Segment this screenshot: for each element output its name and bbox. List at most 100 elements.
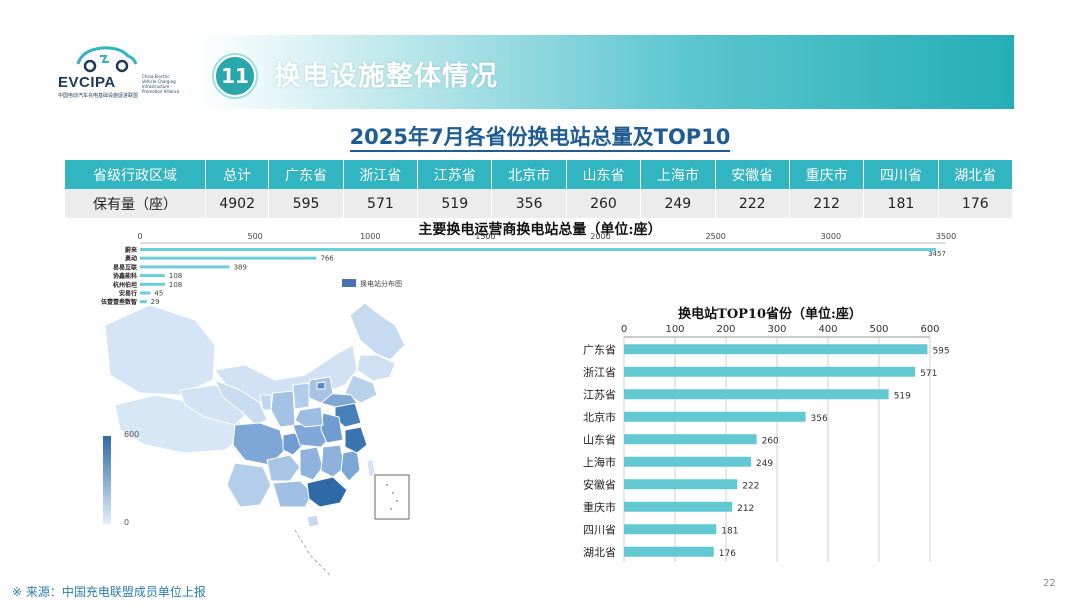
page-title-text: 2025年7月各省份换电站总量及TOP10: [349, 125, 731, 152]
table-header-cell: 四川省: [863, 160, 939, 189]
bar: [624, 524, 717, 535]
section-title: 换电设施整体情况: [274, 61, 498, 92]
data-label: 222: [742, 481, 759, 491]
data-label: 249: [756, 459, 773, 469]
section-banner: [196, 35, 1014, 109]
map-region-fujian: [340, 449, 361, 482]
map-region-gansu: [214, 379, 268, 426]
x-tick-label: 500: [869, 324, 888, 335]
map-region-yunnan: [226, 462, 272, 508]
data-label: 176: [719, 549, 736, 559]
table-cell: 519: [417, 189, 493, 218]
map-scale-bar: [103, 436, 111, 524]
bar: [140, 256, 317, 260]
bar: [624, 501, 733, 512]
x-tick-label: 600: [920, 324, 939, 335]
category-label: 浙江省: [583, 366, 616, 379]
map-region-guangdong: [306, 476, 348, 508]
section-number-badge: 11: [214, 55, 256, 97]
island-dot: [392, 492, 394, 494]
map-region-zhejiang: [344, 426, 368, 454]
category-label: 重庆市: [583, 500, 616, 514]
map-region-jiangxi: [320, 444, 346, 478]
page-number: 22: [1043, 578, 1056, 589]
map-region-henan: [294, 406, 324, 428]
province-summary-table: 省级行政区域 总计 广东省 浙江省 江苏省 北京市 山东省 上海市 安徽省 重庆…: [65, 160, 1014, 218]
x-tick-label: 200: [716, 324, 735, 335]
map-region-anhui: [320, 412, 344, 444]
table-header-cell: 重庆市: [789, 160, 865, 189]
table-cell: 595: [268, 189, 344, 218]
table-header-cell: 江苏省: [417, 160, 493, 189]
map-scale-min: 0: [124, 518, 130, 527]
table-cell: 260: [566, 189, 642, 218]
category-label: 蔚来: [125, 246, 138, 254]
category-label: 易易互联: [112, 263, 137, 271]
page-title: 2025年7月各省份换电站总量及TOP10: [0, 121, 1080, 152]
map-scale-max: 600: [124, 430, 140, 439]
data-label: 260: [762, 436, 779, 446]
brand-tagline-en: China Electric Vehicle Charging Infrastr…: [142, 74, 180, 94]
category-label: 山东省: [583, 433, 616, 446]
table-header-cell: 浙江省: [343, 160, 419, 189]
map-region-guangxi: [272, 480, 314, 508]
bar: [624, 411, 806, 422]
bar: [624, 366, 916, 377]
map-region-shaanxi: [270, 390, 296, 428]
table-header-cell: 省级行政区域: [65, 160, 206, 189]
island-dot: [396, 500, 398, 502]
source-note: ※ 来源：中国充电联盟成员单位上报: [12, 585, 206, 599]
category-label: 四川省: [583, 523, 616, 536]
bar: [140, 248, 937, 251]
data-label: 3457: [928, 250, 946, 258]
category-label: 安徽省: [583, 477, 616, 491]
table-cell: 212: [789, 189, 865, 218]
ev-car-logo-icon: [76, 46, 138, 73]
table-cell: 176: [938, 189, 1014, 218]
category-label: 江苏省: [583, 388, 616, 401]
table-header-row: 省级行政区域 总计 广东省 浙江省 江苏省 北京市 山东省 上海市 安徽省 重庆…: [65, 160, 1014, 189]
data-label: 766: [320, 255, 334, 263]
data-label: 181: [721, 526, 738, 536]
map-region-liaoning: [344, 374, 378, 404]
map-region-guizhou: [266, 454, 301, 482]
x-tick-label: 400: [818, 324, 837, 335]
table-cell: 249: [640, 189, 716, 218]
table-header-cell: 上海市: [640, 160, 716, 189]
map-region-hainan: [306, 514, 320, 528]
data-label: 519: [894, 391, 911, 401]
table-header-cell: 山东省: [566, 160, 642, 189]
category-label: 湖北省: [583, 546, 616, 559]
bar: [140, 274, 165, 278]
map-region-shanxi: [292, 382, 310, 410]
south-china-sea-inset: [374, 474, 410, 520]
data-label: 212: [737, 504, 754, 514]
south-china-sea-islands: [386, 484, 398, 510]
map-region-taiwan: [366, 458, 376, 478]
bar: [624, 546, 714, 557]
table-cell: 356: [491, 189, 567, 218]
category-label: 上海市: [583, 455, 616, 469]
bar: [624, 434, 757, 445]
table-header-cell: 广东省: [268, 160, 344, 189]
china-province-map: [104, 302, 410, 576]
top10-chart-title: 换电站TOP10省份（单位:座）: [678, 307, 862, 322]
table-cell: 222: [715, 189, 790, 218]
category-label: 协鑫能科: [113, 272, 137, 280]
map-region-beijing: [316, 381, 326, 390]
x-tick-label: 300: [767, 324, 786, 335]
operators-chart-title: 主要换电运营商换电站总量（单位:座）: [418, 222, 662, 238]
map-region-xinjiang: [104, 304, 216, 396]
bar: [624, 456, 751, 467]
table-row-label: 保有量（座）: [65, 189, 206, 218]
bar: [624, 344, 928, 355]
data-label: 108: [169, 272, 182, 280]
map-provinces: [104, 302, 406, 528]
evcipa-logo: EVCIPA China Electric Vehicle Charging I…: [58, 40, 198, 102]
map-region-ningxia: [259, 394, 272, 411]
map-region-hunan: [299, 446, 324, 481]
x-tick-label: 0: [621, 324, 627, 335]
map-region-heilongjiang: [349, 302, 406, 361]
data-label: 595: [932, 346, 949, 356]
category-label: 广东省: [583, 343, 616, 356]
